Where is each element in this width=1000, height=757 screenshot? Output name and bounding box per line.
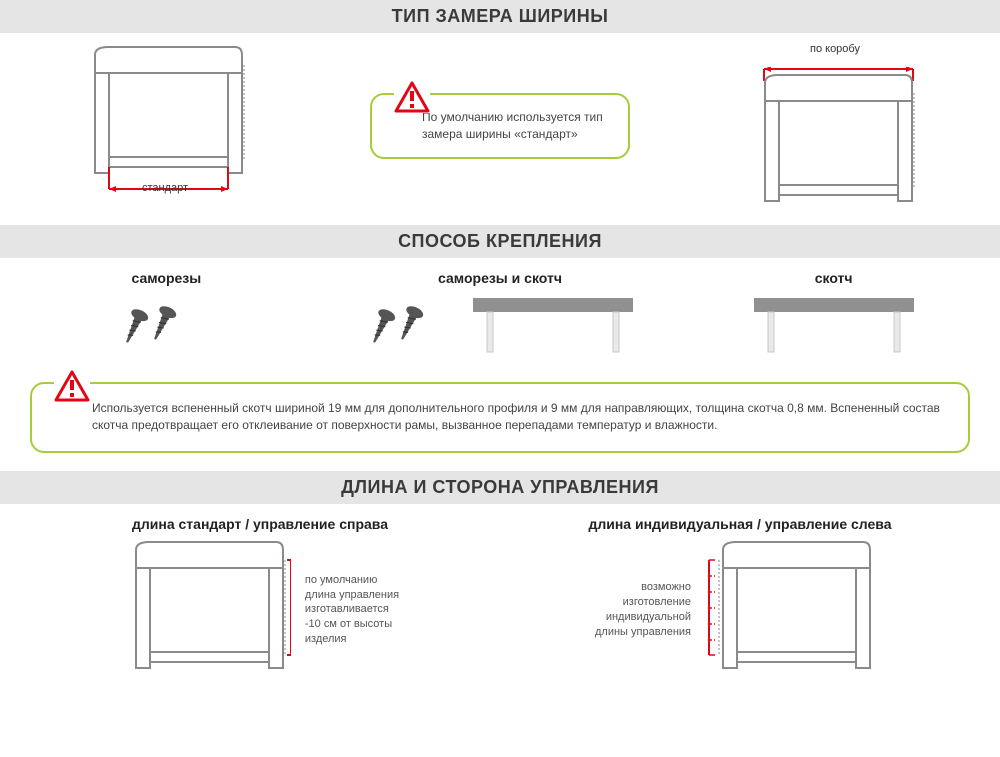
note-line: по умолчанию bbox=[305, 573, 399, 588]
control-right-title: длина индивидуальная / управление слева bbox=[588, 516, 891, 532]
mount-opt1-label: саморезы bbox=[132, 270, 202, 286]
mount-callout-text: Используется вспененный скотч шириной 19… bbox=[92, 401, 940, 432]
mount-opt1: саморезы bbox=[30, 270, 303, 354]
tape-icon bbox=[754, 294, 914, 354]
mount-callout: Используется вспененный скотч шириной 19… bbox=[30, 382, 970, 453]
section-width-body: стандарт По умолчанию используется тип з… bbox=[0, 33, 1000, 225]
note-line: изготавливается bbox=[305, 602, 399, 617]
note-line: индивидуальной bbox=[595, 610, 691, 625]
width-box-col: по коробу bbox=[750, 45, 920, 207]
control-left-col: длина стандарт / управление справа по ум… bbox=[30, 516, 490, 680]
window-box-diagram bbox=[750, 67, 920, 207]
section-mount-title: СПОСОБ КРЕПЛЕНИЯ bbox=[398, 231, 602, 251]
note-line: изготовление bbox=[595, 595, 691, 610]
control-right-note: возможно изготовление индивидуальной дли… bbox=[595, 580, 691, 639]
section-control-body: длина стандарт / управление справа по ум… bbox=[0, 504, 1000, 698]
warning-icon bbox=[54, 370, 90, 402]
warning-icon bbox=[394, 81, 430, 113]
note-line: длины управления bbox=[595, 625, 691, 640]
width-standard-col: стандарт bbox=[80, 45, 250, 194]
width-box-label: по коробу bbox=[750, 43, 920, 55]
note-line: длина управления bbox=[305, 588, 399, 603]
width-callout: По умолчанию используется тип замера шир… bbox=[370, 93, 630, 160]
screws-icon bbox=[367, 294, 457, 354]
mount-opt2: саморезы и скотч bbox=[323, 270, 678, 354]
width-callout-text: По умолчанию используется тип замера шир… bbox=[422, 110, 603, 141]
screws-icon bbox=[116, 294, 216, 354]
mount-opt3: скотч bbox=[697, 270, 970, 354]
mount-opt2-label: саморезы и скотч bbox=[438, 270, 562, 286]
control-left-note: по умолчанию длина управления изготавлив… bbox=[305, 573, 399, 647]
control-right-col: длина индивидуальная / управление слева … bbox=[510, 516, 970, 680]
note-line: изделия bbox=[305, 632, 399, 647]
section-mount-header: СПОСОБ КРЕПЛЕНИЯ bbox=[0, 225, 1000, 258]
window-standard-diagram bbox=[80, 45, 250, 200]
section-width-header: ТИП ЗАМЕРА ШИРИНЫ bbox=[0, 0, 1000, 33]
window-control-left-diagram bbox=[705, 540, 885, 680]
note-line: -10 см от высоты bbox=[305, 617, 399, 632]
section-width-title: ТИП ЗАМЕРА ШИРИНЫ bbox=[392, 6, 609, 26]
tape-icon bbox=[473, 294, 633, 354]
section-control-title: ДЛИНА И СТОРОНА УПРАВЛЕНИЯ bbox=[341, 477, 659, 497]
width-standard-label: стандарт bbox=[142, 182, 188, 194]
control-left-title: длина стандарт / управление справа bbox=[132, 516, 388, 532]
section-control-header: ДЛИНА И СТОРОНА УПРАВЛЕНИЯ bbox=[0, 471, 1000, 504]
section-mount-body: саморезы саморезы и скотч bbox=[0, 258, 1000, 372]
mount-opt3-label: скотч bbox=[815, 270, 853, 286]
note-line: возможно bbox=[595, 580, 691, 595]
window-control-right-diagram bbox=[121, 540, 291, 680]
